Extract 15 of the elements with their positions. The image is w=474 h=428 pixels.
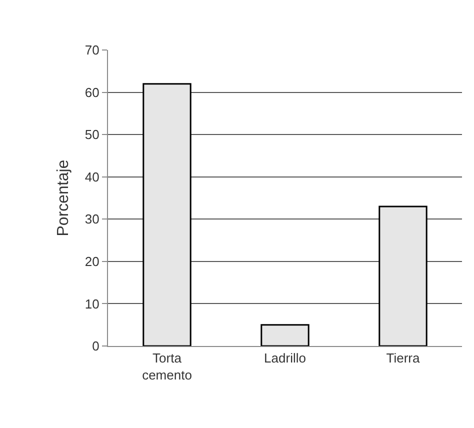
y-tick-label: 0 xyxy=(92,338,100,354)
y-tick-label: 70 xyxy=(84,42,100,58)
y-tick-label: 60 xyxy=(84,84,100,100)
y-tick-label: 10 xyxy=(84,296,100,312)
y-tick-label: 50 xyxy=(84,127,100,142)
y-tick-label: 20 xyxy=(84,254,100,269)
y-axis-title: Porcentaje xyxy=(54,160,72,236)
x-tick-label: Torta cemento xyxy=(142,350,192,382)
bar xyxy=(142,83,192,346)
x-tick-label: Tierra xyxy=(386,350,420,366)
bar xyxy=(378,206,428,346)
y-tick-label: 40 xyxy=(84,169,100,184)
y-tick-label: 30 xyxy=(84,212,100,227)
bar xyxy=(260,324,310,346)
x-tick-label: Ladrillo xyxy=(264,350,306,366)
